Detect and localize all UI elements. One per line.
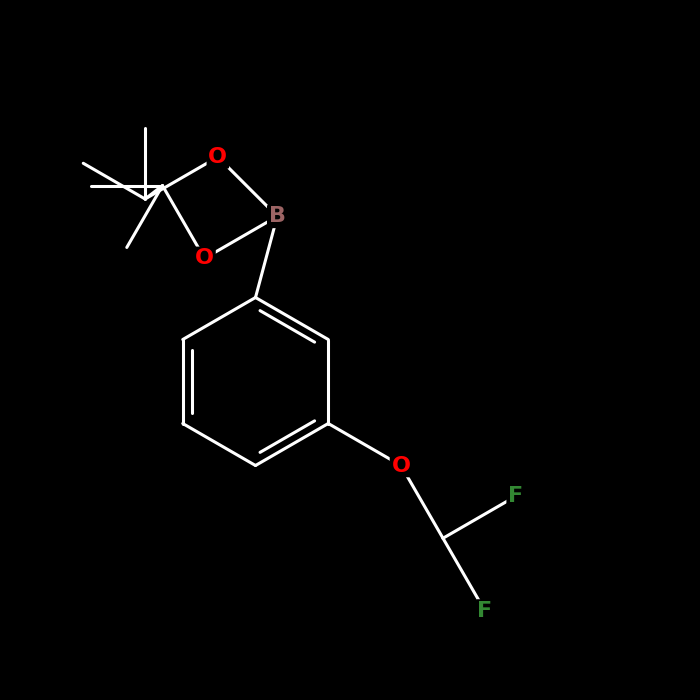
Text: O: O — [209, 147, 228, 167]
Text: F: F — [477, 601, 493, 621]
Text: B: B — [269, 206, 286, 226]
Text: O: O — [391, 456, 410, 475]
Text: O: O — [195, 248, 214, 268]
Text: F: F — [508, 486, 524, 506]
